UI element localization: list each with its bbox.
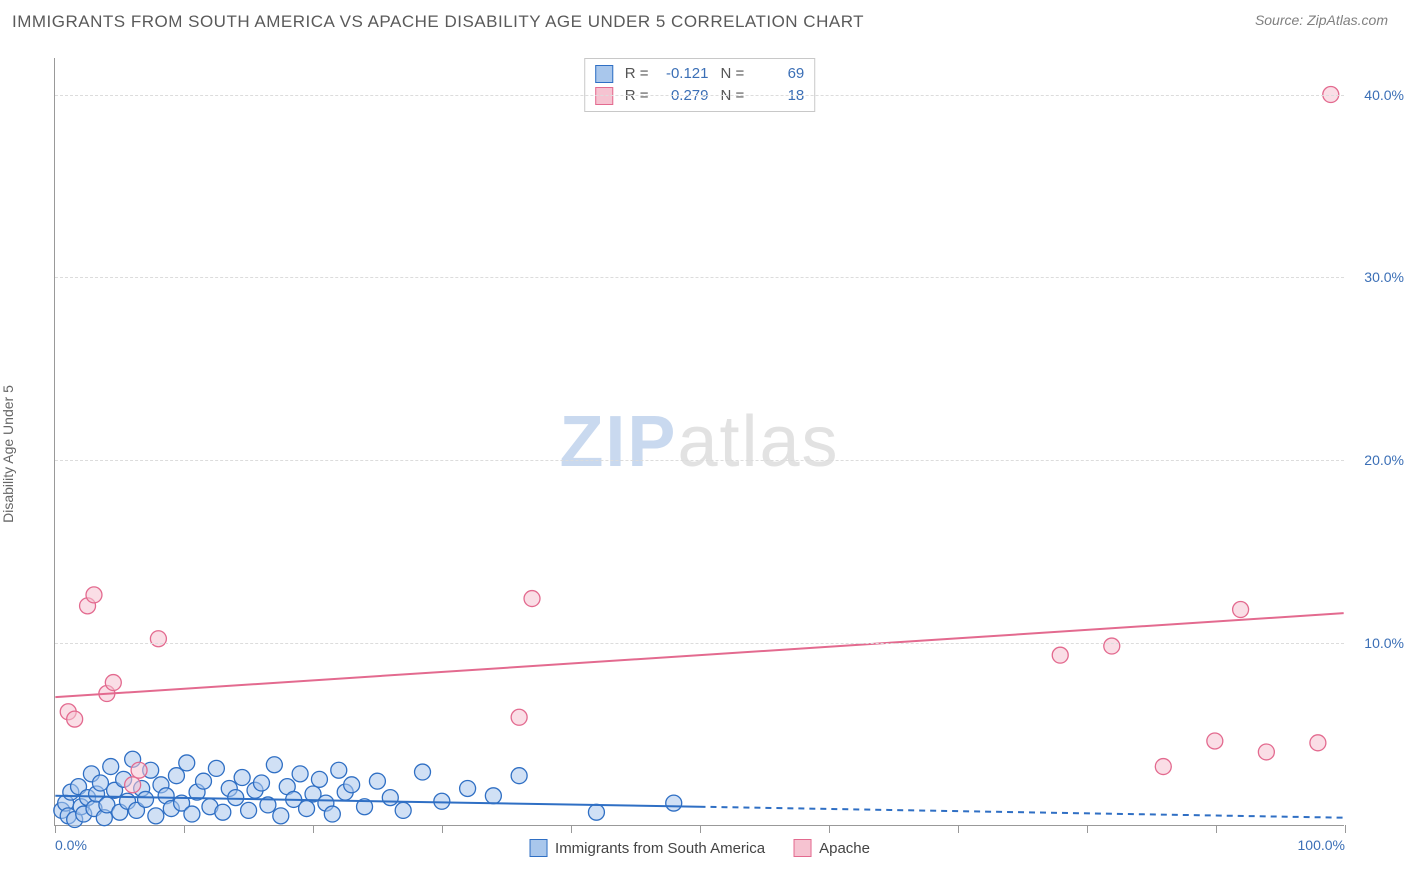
y-axis-label: Disability Age Under 5 bbox=[0, 385, 16, 523]
data-point bbox=[311, 771, 327, 787]
x-tick-label: 0.0% bbox=[55, 837, 87, 853]
data-point bbox=[215, 804, 231, 820]
chart-plot-area: ZIPatlas R = -0.121 N = 69 R = 0.279 N =… bbox=[54, 58, 1344, 826]
legend-label-blue: Immigrants from South America bbox=[555, 840, 765, 857]
data-point bbox=[460, 780, 476, 796]
data-point bbox=[273, 808, 289, 824]
data-point bbox=[485, 788, 501, 804]
data-point bbox=[511, 709, 527, 725]
data-point bbox=[179, 755, 195, 771]
legend-item-pink: Apache bbox=[793, 839, 870, 857]
data-point bbox=[369, 773, 385, 789]
trend-line-dashed bbox=[700, 807, 1344, 818]
data-point bbox=[92, 775, 108, 791]
x-tick bbox=[1216, 825, 1217, 833]
data-point bbox=[253, 775, 269, 791]
data-point bbox=[1207, 733, 1223, 749]
legend-swatch-pink bbox=[793, 839, 811, 857]
data-point bbox=[666, 795, 682, 811]
data-point bbox=[1052, 647, 1068, 663]
data-point bbox=[415, 764, 431, 780]
x-tick bbox=[958, 825, 959, 833]
data-point bbox=[228, 790, 244, 806]
data-point bbox=[524, 591, 540, 607]
data-point bbox=[395, 802, 411, 818]
chart-header: IMMIGRANTS FROM SOUTH AMERICA VS APACHE … bbox=[0, 0, 1406, 48]
data-point bbox=[208, 760, 224, 776]
legend-item-blue: Immigrants from South America bbox=[529, 839, 765, 857]
x-tick bbox=[1087, 825, 1088, 833]
x-tick bbox=[571, 825, 572, 833]
data-point bbox=[382, 790, 398, 806]
gridline bbox=[55, 277, 1344, 278]
chart-title: IMMIGRANTS FROM SOUTH AMERICA VS APACHE … bbox=[12, 12, 864, 32]
source-attribution: Source: ZipAtlas.com bbox=[1255, 12, 1388, 28]
data-point bbox=[1310, 735, 1326, 751]
data-point bbox=[125, 777, 141, 793]
gridline bbox=[55, 643, 1344, 644]
x-tick bbox=[1345, 825, 1346, 833]
data-point bbox=[1104, 638, 1120, 654]
x-tick-label: 100.0% bbox=[1298, 837, 1345, 853]
data-point bbox=[138, 791, 154, 807]
data-point bbox=[184, 806, 200, 822]
y-tick-label: 40.0% bbox=[1349, 87, 1404, 103]
data-point bbox=[86, 587, 102, 603]
data-point bbox=[105, 675, 121, 691]
data-point bbox=[299, 801, 315, 817]
data-point bbox=[324, 806, 340, 822]
scatter-svg bbox=[55, 58, 1344, 825]
gridline bbox=[55, 460, 1344, 461]
data-point bbox=[1233, 602, 1249, 618]
data-point bbox=[344, 777, 360, 793]
trend-line-solid bbox=[55, 613, 1343, 697]
x-tick bbox=[442, 825, 443, 833]
data-point bbox=[131, 762, 147, 778]
x-tick bbox=[313, 825, 314, 833]
data-point bbox=[1258, 744, 1274, 760]
data-point bbox=[148, 808, 164, 824]
data-point bbox=[234, 770, 250, 786]
legend-swatch-blue bbox=[529, 839, 547, 857]
data-point bbox=[266, 757, 282, 773]
data-point bbox=[331, 762, 347, 778]
data-point bbox=[588, 804, 604, 820]
data-point bbox=[292, 766, 308, 782]
data-point bbox=[511, 768, 527, 784]
data-point bbox=[67, 711, 83, 727]
series-legend: Immigrants from South America Apache bbox=[529, 839, 870, 857]
data-point bbox=[103, 759, 119, 775]
y-tick-label: 30.0% bbox=[1349, 269, 1404, 285]
data-point bbox=[150, 631, 166, 647]
data-point bbox=[1155, 759, 1171, 775]
data-point bbox=[434, 793, 450, 809]
gridline bbox=[55, 95, 1344, 96]
data-point bbox=[196, 773, 212, 789]
x-tick bbox=[700, 825, 701, 833]
x-tick bbox=[829, 825, 830, 833]
x-tick bbox=[55, 825, 56, 833]
data-point bbox=[241, 802, 257, 818]
legend-label-pink: Apache bbox=[819, 840, 870, 857]
y-tick-label: 10.0% bbox=[1349, 635, 1404, 651]
x-tick bbox=[184, 825, 185, 833]
y-tick-label: 20.0% bbox=[1349, 452, 1404, 468]
